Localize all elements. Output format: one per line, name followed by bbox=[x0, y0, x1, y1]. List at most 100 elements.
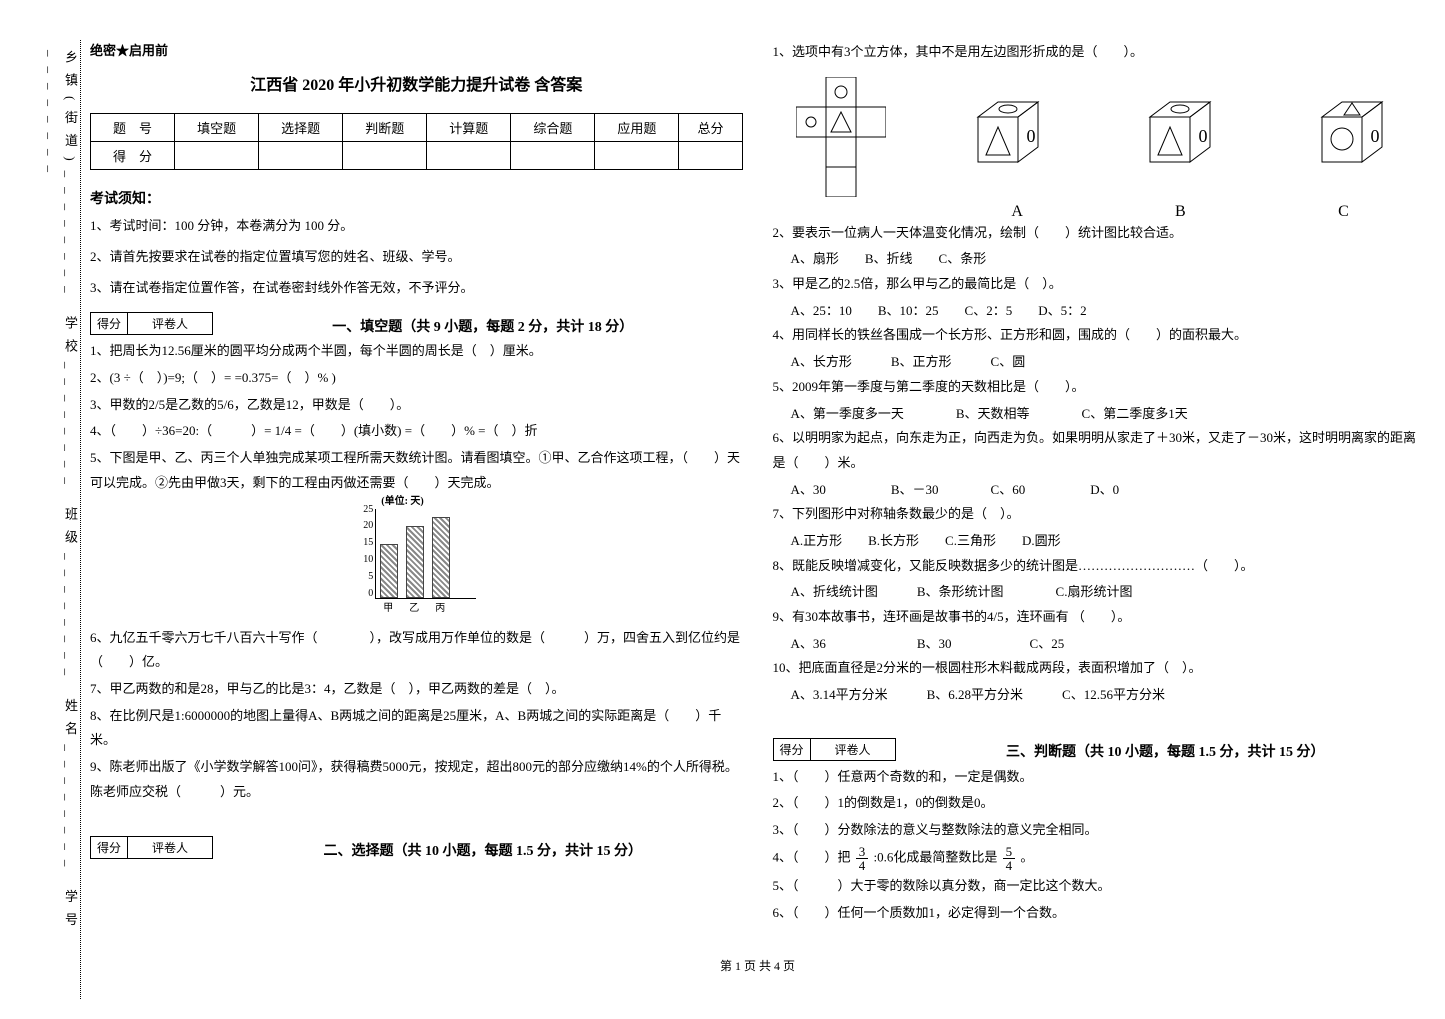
side-field: 乡镇(街道) bbox=[63, 50, 78, 171]
right-column: 1、选项中有3个立方体，其中不是用左边图形折成的是（ ）。 bbox=[773, 40, 1426, 927]
option-label: B bbox=[1099, 203, 1262, 221]
table-cell bbox=[595, 142, 679, 170]
judge-question: 1、（ ）任意两个奇数的和，一定是偶数。 bbox=[773, 765, 1426, 790]
y-tick: 15 bbox=[351, 537, 373, 548]
choice-options: A、折线统计图 B、条形统计图 C.扇形统计图 bbox=[791, 580, 1426, 605]
table-cell bbox=[511, 142, 595, 170]
score-box-label: 评卷人 bbox=[128, 837, 212, 858]
cube-option-c-icon: 0 bbox=[1302, 87, 1402, 187]
score-box-label: 评卷人 bbox=[128, 313, 212, 334]
score-box: 得分 评卷人 bbox=[90, 312, 213, 335]
choice-options: A、扇形 B、折线 C、条形 bbox=[791, 247, 1426, 272]
choice-question: 1、选项中有3个立方体，其中不是用左边图形折成的是（ ）。 bbox=[773, 40, 1426, 65]
fraction-num: 3 bbox=[856, 845, 869, 859]
side-field: 学校 bbox=[63, 316, 78, 362]
choice-question: 8、既能反映增减变化，又能反映数据多少的统计图是………………………（ ）。 bbox=[773, 554, 1426, 579]
table-header: 应用题 bbox=[595, 114, 679, 142]
x-label: 丙 bbox=[431, 599, 449, 614]
fraction-den: 4 bbox=[856, 859, 869, 872]
table-header: 总分 bbox=[679, 114, 742, 142]
fill-question: 4、（ ）÷36=20:（ ）= 1/4 =（ ）(填小数) =（ ）% =（ … bbox=[90, 419, 743, 444]
table-cell bbox=[427, 142, 511, 170]
fill-question: 9、陈老师出版了《小学数学解答100问》，获得稿费5000元，按规定，超出800… bbox=[90, 755, 743, 804]
notice-title: 考试须知： bbox=[90, 188, 743, 208]
table-header: 判断题 bbox=[343, 114, 427, 142]
fill-question: 1、把周长为12.56厘米的圆平均分成两个半圆，每个半圆的周长是（ ）厘米。 bbox=[90, 339, 743, 364]
table-cell bbox=[679, 142, 742, 170]
table-cell bbox=[343, 142, 427, 170]
svg-text:0: 0 bbox=[1026, 126, 1035, 146]
section-header-judge: 得分 评卷人 三、判断题（共 10 小题，每题 1.5 分，共计 15 分） bbox=[773, 738, 1426, 765]
page-footer: 第 1 页 共 4 页 bbox=[90, 957, 1425, 974]
fill-question: 6、九亿五千零六万七千八百六十写作（ ），改写成用万作单位的数是（ ）万，四舍五… bbox=[90, 626, 743, 675]
bar bbox=[380, 544, 398, 597]
judge-question: 6、（ ）任何一个质数加1，必定得到一个合数。 bbox=[773, 901, 1426, 926]
svg-text:0: 0 bbox=[1370, 126, 1379, 146]
section-title: 三、判断题（共 10 小题，每题 1.5 分，共计 15 分） bbox=[906, 741, 1425, 761]
choice-question: 5、2009年第一季度与第二季度的天数相比是（ ）。 bbox=[773, 375, 1426, 400]
table-cell bbox=[175, 142, 259, 170]
fill-question: 2、(3 ÷（ ）)=9;（ ）= =0.375=（ ）% ) bbox=[90, 366, 743, 391]
confidential-label: 绝密★启用前 bbox=[90, 40, 743, 59]
table-header: 选择题 bbox=[259, 114, 343, 142]
fill-question: 5、下图是甲、乙、丙三个人单独完成某项工程所需天数统计图。请看图填空。①甲、乙合… bbox=[90, 446, 743, 495]
cube-net-options: 0 0 0 bbox=[773, 77, 1426, 197]
bar-chart-wrap: (单位: 天) 25 20 15 10 5 0 甲 乙 丙 bbox=[90, 504, 743, 618]
choice-options: A.正方形 B.长方形 C.三角形 D.圆形 bbox=[791, 529, 1426, 554]
table-row-label: 得 分 bbox=[91, 142, 175, 170]
table-header: 综合题 bbox=[511, 114, 595, 142]
judge-question: 3、（ ）分数除法的意义与整数除法的意义完全相同。 bbox=[773, 818, 1426, 843]
notice-item: 2、请首先按要求在试卷的指定位置填写您的姓名、班级、学号。 bbox=[90, 247, 743, 268]
fill-question: 8、在比例尺是1:6000000的地图上量得A、B两城之间的距离是25厘米，A、… bbox=[90, 704, 743, 753]
svg-text:0: 0 bbox=[1198, 126, 1207, 146]
choice-question: 10、把底面直径是2分米的一根圆柱形木料截成两段，表面积增加了（ ）。 bbox=[773, 656, 1426, 681]
y-tick: 25 bbox=[351, 504, 373, 515]
judge-question: 4、（ ）把 3 4 :0.6化成最简整数比是 5 4 。 bbox=[773, 845, 1426, 872]
choice-question: 2、要表示一位病人一天体温变化情况，绘制（ ）统计图比较合适。 bbox=[773, 221, 1426, 246]
score-box: 得分 评卷人 bbox=[773, 738, 896, 761]
table-header: 题 号 bbox=[91, 114, 175, 142]
section-header-fill: 得分 评卷人 一、填空题（共 9 小题，每题 2 分，共计 18 分） bbox=[90, 312, 743, 339]
side-field: 学号 bbox=[63, 890, 78, 936]
fill-question: 3、甲数的2/5是乙数的5/6，乙数是12，甲数是（ ）。 bbox=[90, 393, 743, 418]
cube-option-b-icon: 0 bbox=[1130, 87, 1230, 187]
judge-question: 5、（ ）大于零的数除以真分数，商一定比这个数大。 bbox=[773, 874, 1426, 899]
q4-mid: :0.6化成最简整数比是 bbox=[874, 849, 998, 864]
score-box: 得分 评卷人 bbox=[90, 836, 213, 859]
chart-unit-label: (单位: 天) bbox=[381, 492, 424, 507]
fraction: 5 4 bbox=[1003, 845, 1016, 872]
cube-option-a-icon: 0 bbox=[958, 87, 1058, 187]
x-label: 甲 bbox=[379, 599, 397, 614]
fill-question: 7、甲乙两数的和是28，甲与乙的比是3：4，乙数是（ ），甲乙两数的差是（ ）。 bbox=[90, 677, 743, 702]
left-column: 绝密★启用前 江西省 2020 年小升初数学能力提升试卷 含答案 题 号 填空题… bbox=[90, 40, 743, 927]
side-field: 姓名 bbox=[63, 698, 78, 744]
choice-options: A、第一季度多一天 B、天数相等 C、第二季度多1天 bbox=[791, 402, 1426, 427]
choice-options: A、25：10 B、10：25 C、2：5 D、5：2 bbox=[791, 299, 1426, 324]
chart-x-labels: 甲 乙 丙 bbox=[375, 599, 476, 614]
y-tick: 20 bbox=[351, 520, 373, 531]
y-tick: 10 bbox=[351, 554, 373, 565]
score-box-label: 评卷人 bbox=[811, 739, 895, 760]
bar bbox=[406, 526, 424, 597]
section-title: 一、填空题（共 9 小题，每题 2 分，共计 18 分） bbox=[223, 316, 742, 336]
chart-y-axis: 25 20 15 10 5 0 bbox=[351, 504, 373, 599]
fraction-num: 5 bbox=[1003, 845, 1016, 859]
option-label: A bbox=[936, 203, 1099, 221]
option-label: C bbox=[1262, 203, 1425, 221]
choice-question: 3、甲是乙的2.5倍，那么甲与乙的最简比是（ ）。 bbox=[773, 272, 1426, 297]
paper-title: 江西省 2020 年小升初数学能力提升试卷 含答案 bbox=[90, 71, 743, 95]
fraction: 3 4 bbox=[856, 845, 869, 872]
notice-item: 1、考试时间：100 分钟，本卷满分为 100 分。 bbox=[90, 216, 743, 237]
choice-question: 4、用同样长的铁丝各围成一个长方形、正方形和圆，围成的（ ）的面积最大。 bbox=[773, 323, 1426, 348]
choice-options: A、3.14平方分米 B、6.28平方分米 C、12.56平方分米 bbox=[791, 683, 1426, 708]
binding-side-labels: 乡镇(街道)________ 学校________ 班级________ 姓名_… bbox=[50, 50, 80, 1019]
y-tick: 5 bbox=[351, 571, 373, 582]
choice-question: 9、有30本故事书，连环画是故事书的4/5，连环画有 （ ）。 bbox=[773, 605, 1426, 630]
q4-pre: 4、（ ）把 bbox=[773, 849, 851, 864]
table-cell bbox=[259, 142, 343, 170]
x-label: 乙 bbox=[405, 599, 423, 614]
choice-options: A、36 B、30 C、25 bbox=[791, 632, 1426, 657]
section-title: 二、选择题（共 10 小题，每题 1.5 分，共计 15 分） bbox=[223, 840, 742, 860]
score-box-label: 得分 bbox=[91, 313, 128, 334]
bar-chart: (单位: 天) 25 20 15 10 5 0 甲 乙 丙 bbox=[351, 504, 481, 614]
